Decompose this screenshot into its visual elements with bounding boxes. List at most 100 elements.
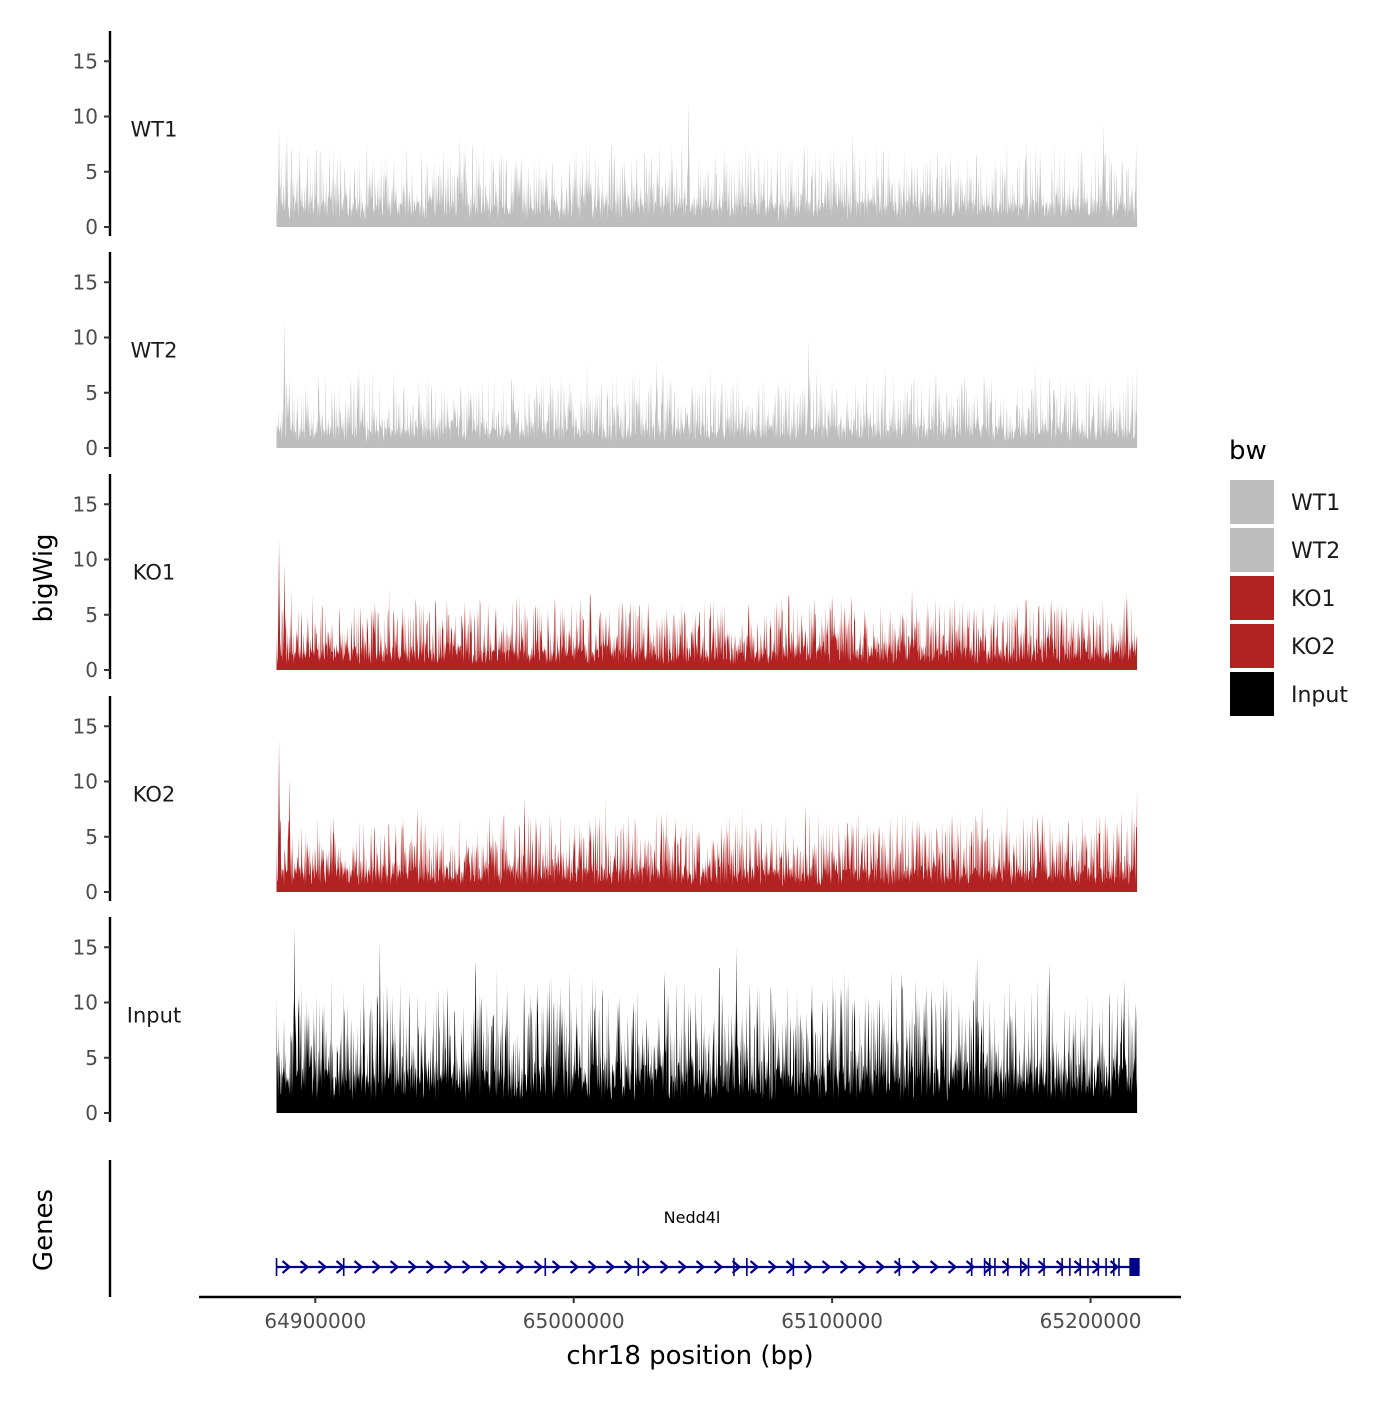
strand-chevron — [443, 1260, 454, 1274]
y-tick-label: 15 — [73, 935, 98, 959]
exon — [988, 1258, 991, 1276]
exon — [983, 1258, 986, 1276]
strand-chevron — [893, 1260, 904, 1274]
strand-chevron — [1109, 1260, 1120, 1274]
strand-chevron — [839, 1260, 850, 1274]
legend-label-ko2: KO2 — [1291, 635, 1336, 660]
strand-chevron — [713, 1260, 724, 1274]
exon — [544, 1258, 547, 1276]
strand-chevron — [1091, 1260, 1102, 1274]
y-tick-label: 15 — [73, 492, 98, 516]
exon — [792, 1258, 795, 1276]
legend-label-input: Input — [1291, 683, 1348, 708]
strand-chevron — [425, 1260, 436, 1274]
strand-chevron — [983, 1260, 994, 1274]
strand-chevron — [965, 1260, 976, 1274]
strand-chevron — [875, 1260, 886, 1274]
exon — [1105, 1258, 1107, 1276]
y-tick-label: 10 — [73, 105, 98, 129]
strand-chevron — [947, 1260, 958, 1274]
x-axis-title: chr18 position (bp) — [566, 1341, 813, 1371]
strand-chevron — [587, 1260, 598, 1274]
strand-chevron — [929, 1260, 940, 1274]
exon — [994, 1258, 996, 1276]
signal-area-ko1 — [276, 539, 1138, 670]
signal-area-wt1 — [276, 99, 1138, 227]
exon — [1061, 1258, 1063, 1276]
y-tick-label: 10 — [73, 770, 98, 794]
strand-chevron — [461, 1260, 472, 1274]
strand-chevron — [1073, 1260, 1084, 1274]
strand-chevron — [695, 1260, 706, 1274]
legend-title: bw — [1229, 436, 1267, 466]
strand-chevron — [677, 1260, 688, 1274]
strand-chevron — [605, 1260, 616, 1274]
strand-chevron — [641, 1260, 652, 1274]
strand-chevron — [479, 1260, 490, 1274]
exon — [1069, 1258, 1071, 1276]
exon — [1079, 1258, 1082, 1276]
y-tick-label: 10 — [73, 326, 98, 350]
strand-chevron — [911, 1260, 922, 1274]
exon — [1087, 1258, 1089, 1276]
strand-chevron — [533, 1260, 544, 1274]
strand-chevron — [803, 1260, 814, 1274]
exon — [1007, 1258, 1009, 1276]
strand-chevron — [371, 1260, 382, 1274]
y-tick-label: 0 — [85, 658, 98, 682]
y-tick-label: 15 — [73, 714, 98, 738]
signal-area-input — [276, 927, 1138, 1113]
exon — [1113, 1258, 1115, 1276]
track-ko2: 0 5 10 15 KO2 — [73, 696, 1138, 904]
y-tick-label: 5 — [85, 381, 98, 405]
legend-swatch-ko2 — [1230, 624, 1274, 668]
gene-track — [108, 1160, 1140, 1297]
gene-end-block — [1129, 1258, 1140, 1276]
y-tick-label: 5 — [85, 603, 98, 627]
exon — [1043, 1258, 1045, 1276]
exon — [342, 1258, 345, 1276]
genes-track-title: Genes — [29, 1189, 59, 1271]
track-wt2: 0 5 10 15 WT2 — [73, 252, 1138, 460]
legend-swatch-input — [1230, 672, 1274, 716]
track-label: WT1 — [131, 117, 178, 141]
track-label: KO1 — [133, 560, 176, 584]
exon — [733, 1258, 735, 1276]
strand-chevron — [569, 1260, 580, 1274]
y-tick-label: 15 — [73, 270, 98, 294]
strand-chevron — [767, 1260, 778, 1274]
strand-chevron — [299, 1260, 310, 1274]
signal-area-wt2 — [276, 317, 1138, 448]
track-input: 0 5 10 15 Input — [73, 917, 1138, 1125]
legend-swatch-wt1 — [1230, 480, 1274, 524]
exon — [970, 1258, 973, 1276]
exon — [637, 1258, 640, 1276]
exon — [746, 1258, 748, 1276]
strand-chevron — [731, 1260, 742, 1274]
strand-chevron — [389, 1260, 400, 1274]
strand-chevron — [821, 1260, 832, 1274]
signal-area-ko2 — [276, 739, 1138, 892]
y-tick-label: 5 — [85, 1046, 98, 1070]
y-tick-label: 5 — [85, 160, 98, 184]
track-label: WT2 — [131, 338, 178, 362]
exon — [1097, 1258, 1100, 1276]
y-axis-title: bigWig — [29, 533, 59, 622]
track-label: KO2 — [133, 782, 176, 806]
strand-chevron — [281, 1260, 292, 1274]
track-ko1: 0 5 10 15 KO1 — [73, 474, 1138, 682]
legend-swatch-wt2 — [1230, 528, 1274, 572]
exon — [1118, 1258, 1120, 1276]
exon — [898, 1258, 901, 1276]
strand-chevron — [857, 1260, 868, 1274]
strand-chevron — [497, 1260, 508, 1274]
y-tick-label: 0 — [85, 1101, 98, 1125]
y-tick-label: 0 — [85, 436, 98, 460]
track-label: Input — [127, 1003, 181, 1027]
strand-chevron — [551, 1260, 562, 1274]
legend: WT1 WT2 KO1 KO2 Input — [1230, 480, 1348, 716]
strand-chevron — [515, 1260, 526, 1274]
strand-chevron — [1001, 1260, 1012, 1274]
